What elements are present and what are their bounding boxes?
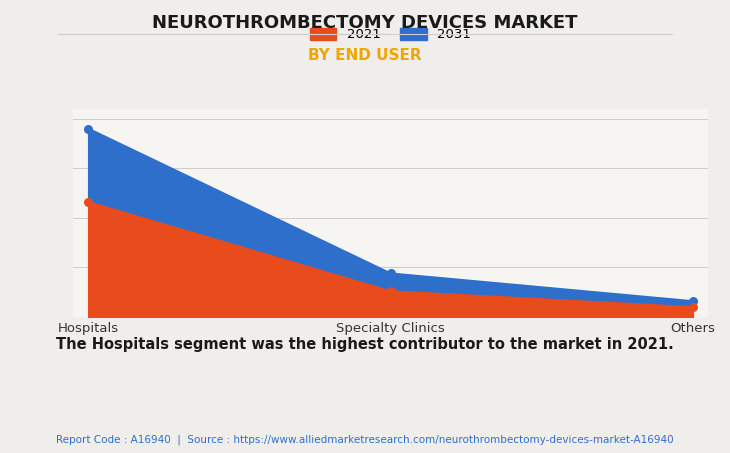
Legend: 2021, 2031: 2021, 2031: [310, 28, 472, 41]
Point: [385, 270, 396, 277]
Text: Report Code : A16940  |  Source : https://www.alliedmarketresearch.com/neurothro: Report Code : A16940 | Source : https://…: [56, 435, 674, 445]
Point: [385, 288, 396, 295]
Point: [687, 304, 699, 311]
Point: [687, 298, 699, 305]
Text: The Hospitals segment was the highest contributor to the market in 2021.: The Hospitals segment was the highest co…: [56, 337, 674, 352]
Text: BY END USER: BY END USER: [308, 48, 422, 63]
Text: NEUROTHROMBECTOMY DEVICES MARKET: NEUROTHROMBECTOMY DEVICES MARKET: [153, 14, 577, 32]
Point: [82, 125, 94, 132]
Point: [82, 198, 94, 206]
